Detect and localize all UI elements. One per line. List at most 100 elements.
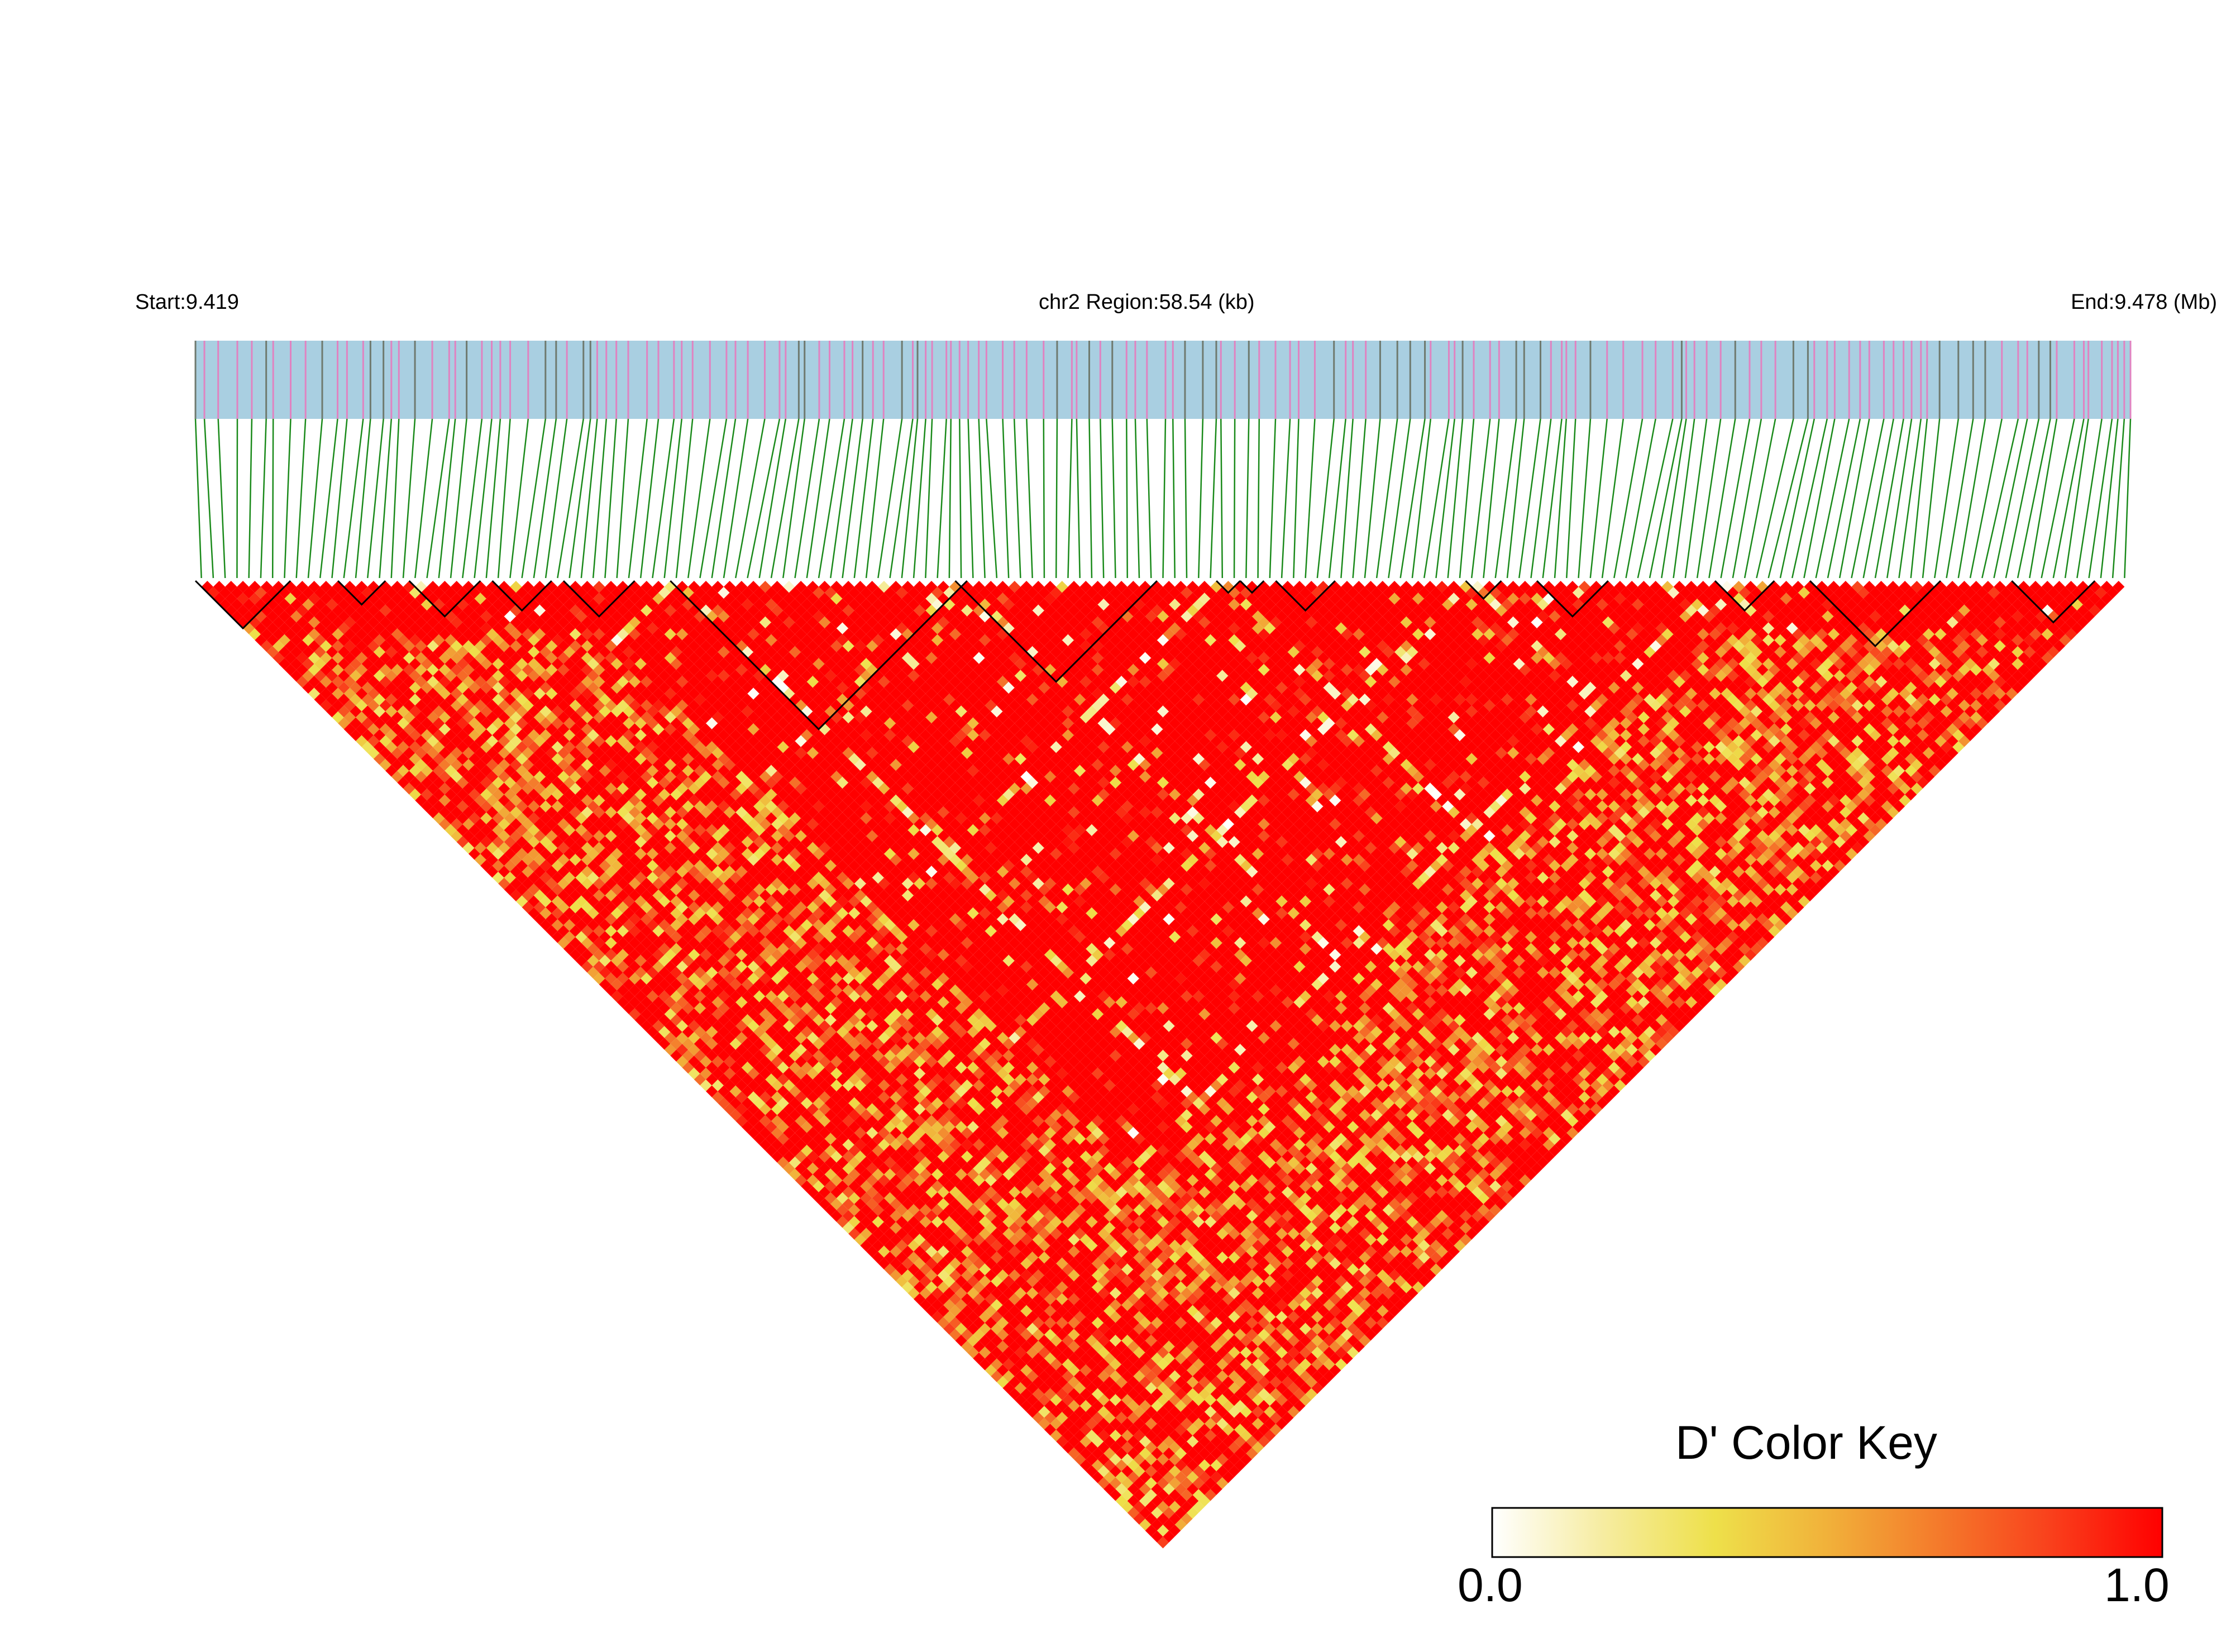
snp-connector <box>204 419 213 578</box>
snp-connector <box>1566 419 1575 578</box>
snp-connector <box>1543 419 1562 578</box>
snp-connector <box>534 419 556 578</box>
snp-connector <box>1934 419 1958 578</box>
snp-connector <box>700 419 726 578</box>
snp-connector <box>1697 419 1721 578</box>
snp-connector <box>830 419 852 578</box>
snp-connector <box>1147 419 1151 578</box>
snp-connector <box>308 419 322 578</box>
snp-connector <box>1685 419 1707 578</box>
snp-connector <box>2101 419 2118 578</box>
snp-connector <box>1721 419 1750 578</box>
snp-connector <box>2124 419 2130 578</box>
snp-connector <box>1126 419 1127 578</box>
snp-connector <box>1089 419 1091 578</box>
snp-connector <box>938 419 947 578</box>
snp-connector <box>843 419 863 578</box>
snp-connector <box>1958 419 1985 578</box>
snp-connector <box>1365 419 1380 578</box>
snp-connector <box>1555 419 1566 578</box>
snp-connector <box>1377 419 1397 578</box>
snp-connector <box>629 419 647 578</box>
snp-connector <box>1026 419 1032 578</box>
snp-connector <box>1638 419 1673 578</box>
snp-connector <box>1014 419 1020 578</box>
snp-connector <box>968 419 973 578</box>
snp-connector <box>949 419 951 578</box>
snp-connector <box>546 419 567 578</box>
snp-connector <box>724 419 748 578</box>
snp-connector <box>1626 419 1656 578</box>
snp-connector <box>979 419 985 578</box>
snp-position-track <box>195 341 2130 419</box>
snp-connector <box>1590 419 1607 578</box>
snp-connector <box>1460 419 1474 578</box>
snp-connector <box>1056 419 1057 578</box>
snp-connector <box>1293 419 1298 578</box>
snp-connector <box>1733 419 1761 578</box>
snp-connector <box>1531 419 1551 578</box>
snp-connector <box>795 419 819 578</box>
snp-connector <box>1173 419 1174 578</box>
snp-connector <box>195 419 202 578</box>
snp-connector <box>1614 419 1642 578</box>
snp-connector <box>284 419 290 578</box>
snp-connector <box>959 419 961 578</box>
snp-connector <box>783 419 804 578</box>
snp-connector <box>1745 419 1775 578</box>
snp-connector <box>1899 419 1921 578</box>
snp-connector <box>1947 419 1974 578</box>
snp-connector <box>688 419 710 578</box>
ld-heatmap-cells <box>202 581 2125 1549</box>
snp-connector <box>1112 419 1116 578</box>
snp-connector <box>1353 419 1366 578</box>
snp-connector <box>391 419 399 578</box>
snp-connector <box>1185 419 1187 578</box>
snp-connector <box>1982 419 2018 578</box>
snp-connector <box>1100 419 1103 578</box>
snp-connector <box>1388 419 1410 578</box>
snp-connector <box>1234 419 1235 578</box>
snp-connector <box>320 419 337 578</box>
snp-connector <box>1270 419 1275 578</box>
track-background <box>195 341 2130 419</box>
snp-connector <box>475 419 492 578</box>
snp-connector <box>332 419 347 578</box>
snp-connector <box>498 419 510 578</box>
snp-connector <box>462 419 482 578</box>
snp-connector <box>1448 419 1463 578</box>
snp-connector <box>1306 419 1315 578</box>
snp-connector <box>1003 419 1009 578</box>
snp-connector <box>2113 419 2124 578</box>
snp-connector <box>1221 419 1222 578</box>
snp-connector <box>605 419 616 578</box>
snp-connector <box>1970 419 2002 578</box>
snp-connector <box>2077 419 2101 578</box>
snp-connector <box>403 419 415 578</box>
snp-connector <box>261 419 266 578</box>
snp-connector <box>1246 419 1249 578</box>
snp-connector <box>1163 419 1165 578</box>
snp-connector <box>617 419 628 578</box>
snp-connector <box>1258 419 1259 578</box>
snp-connector <box>1709 419 1735 578</box>
snp-connector <box>1068 419 1072 578</box>
snp-connector <box>1077 419 1080 578</box>
snp-connector <box>356 419 370 578</box>
snp-connector <box>1602 419 1623 578</box>
snp-connector <box>819 419 844 578</box>
snp-connector <box>712 419 735 578</box>
snp-connector <box>2089 419 2112 578</box>
snp-connector <box>1135 419 1139 578</box>
snp-connector <box>1483 419 1499 578</box>
snp-connector-lines <box>195 419 2130 578</box>
snp-connector <box>1496 419 1516 578</box>
snp-connector <box>218 419 225 578</box>
snp-connector <box>986 419 997 578</box>
snp-connector <box>807 419 830 578</box>
snp-connector <box>1198 419 1203 578</box>
snp-connector <box>925 419 932 578</box>
snp-connector <box>735 419 765 578</box>
